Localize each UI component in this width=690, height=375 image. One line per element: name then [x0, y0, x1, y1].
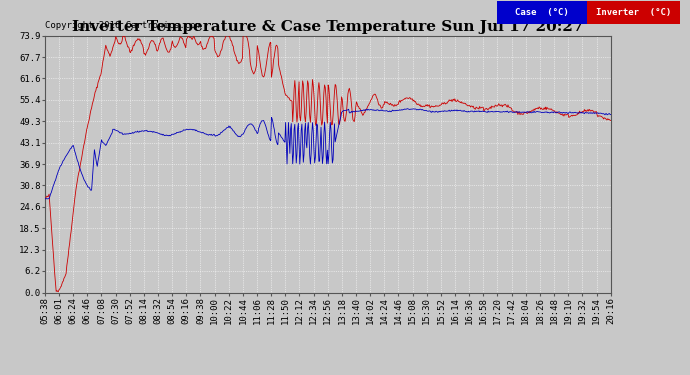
Text: Case  (°C): Case (°C) — [515, 8, 569, 17]
Title: Inverter Temperature & Case Temperature Sun Jul 17 20:27: Inverter Temperature & Case Temperature … — [72, 21, 584, 34]
Text: Inverter  (°C): Inverter (°C) — [596, 8, 671, 17]
Text: Copyright 2016 Cartronics.com: Copyright 2016 Cartronics.com — [45, 21, 201, 30]
